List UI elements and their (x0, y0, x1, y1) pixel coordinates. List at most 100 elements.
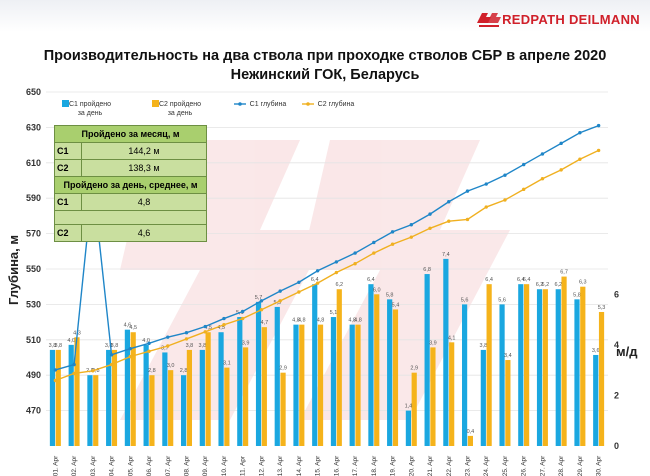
x-tick-label: 09. Apr (202, 455, 209, 476)
bar-label-c2: 4,7 (261, 320, 269, 326)
bar-c1 (368, 284, 374, 446)
bar-c2 (486, 284, 492, 446)
bar-c1 (593, 354, 599, 446)
point-c1-depth (372, 240, 376, 245)
bar-label-c1: 3,8 (199, 343, 207, 349)
point-c1-depth (222, 316, 226, 321)
bar-label-c1: 3,8 (480, 343, 488, 349)
legend-label: С1 пройдено (69, 100, 111, 108)
bar-label-c1: 5,6 (461, 297, 469, 303)
x-tick-label: 28. Apr (558, 455, 565, 476)
month-row-key: С1 (54, 142, 82, 160)
y-tick-label-left: 490 (26, 370, 41, 380)
x-tick-label: 23. Apr (465, 455, 472, 476)
bar-label-c1: 6,4 (367, 277, 375, 283)
x-tick-label: 26. Apr (521, 455, 528, 476)
bar-c1 (480, 349, 486, 446)
bar-c2 (168, 370, 174, 446)
bar-c1 (181, 375, 187, 446)
point-c2-depth (334, 270, 339, 275)
bar-c1 (162, 352, 168, 446)
bar-c1 (405, 410, 411, 446)
legend-swatch (62, 100, 69, 107)
point-c1-depth (334, 260, 339, 264)
bar-label-c2: 6,7 (560, 270, 568, 276)
bar-c1 (330, 317, 337, 446)
bar-c2 (524, 284, 530, 446)
y-axis-title-right: м/д (616, 344, 638, 359)
day-header: Пройдено за день, среднее, м (54, 176, 207, 194)
bar-c2 (505, 360, 511, 446)
bar-label-c1: 3,6 (592, 348, 600, 354)
point-c2-depth (540, 177, 545, 181)
bar-label-c2: 3,8 (186, 343, 194, 349)
point-c2-depth (503, 198, 507, 202)
legend-label: С1 глубина (250, 100, 287, 108)
bar-label-c1: 6,2 (554, 282, 562, 288)
point-c1-depth (559, 141, 563, 146)
bar-c2 (336, 289, 342, 446)
bar-c2 (542, 289, 548, 446)
x-tick-label: 04. Apr (109, 455, 116, 476)
point-c1-depth (72, 362, 76, 367)
legend-label: С2 глубина (318, 100, 355, 108)
line-c2-depth (55, 149, 599, 382)
legend-label: С2 пройдено (159, 100, 201, 108)
bar-label-c1: 6,4 (517, 277, 525, 283)
legend-swatch (238, 102, 242, 106)
bar-label-c2: 4,8 (354, 318, 362, 324)
bar-label-c2: 4,5 (129, 325, 137, 331)
bar-label-c1: 4,0 (67, 338, 75, 344)
x-tick-label: 07. Apr (165, 455, 172, 476)
bar-label-c1: 4,8 (292, 318, 300, 324)
month-row-value: 144,2 м (81, 142, 207, 160)
bar-label-c2: 3,8 (54, 343, 62, 349)
point-c1-depth (128, 346, 132, 351)
bar-c1 (199, 349, 205, 446)
y-tick-label-right: 4 (614, 340, 619, 350)
x-tick-label: 01. Apr (52, 455, 59, 476)
bar-c1 (143, 344, 149, 446)
bar-c2 (186, 349, 192, 446)
bar-c1 (574, 299, 580, 446)
point-c2-depth (184, 337, 189, 341)
stats-spacer (54, 210, 207, 225)
legend-swatch (152, 100, 159, 107)
point-c1-depth (203, 324, 207, 329)
point-c1-depth (278, 289, 282, 293)
x-tick-label: 29. Apr (577, 455, 584, 476)
bar-label-c1: 2,8 (180, 368, 188, 374)
bar-label-c2: 6,4 (523, 277, 531, 283)
point-c2-depth (259, 308, 264, 312)
bar-label-c2: 6,0 (373, 287, 381, 293)
day-row-key: С2 (54, 224, 82, 242)
x-tick-label: 22. Apr (446, 455, 453, 476)
chart-title-line-2: Нежинский ГОК, Беларусь (230, 67, 420, 83)
redpath-logo-icon (477, 13, 502, 27)
bar-label-c1: 1,4 (405, 404, 413, 410)
x-tick-label: 14. Apr (296, 455, 303, 476)
point-c2-depth (596, 148, 601, 153)
bar-label-c2: 4,8 (317, 318, 325, 324)
point-c2-depth (166, 344, 170, 348)
bar-label-c2: 0,4 (467, 429, 475, 435)
bar-c2 (243, 347, 249, 446)
x-tick-label: 15. Apr (315, 455, 322, 476)
x-tick-label: 19. Apr (390, 455, 397, 476)
bar-label-c1: 3,8 (49, 343, 57, 349)
point-c1-depth (390, 230, 395, 234)
bar-c1 (536, 289, 543, 446)
bar-label-c2: 2,8 (148, 368, 156, 374)
bar-c1 (555, 289, 561, 446)
bar-c2 (411, 372, 417, 446)
point-c1-depth (109, 353, 114, 357)
point-c2-depth (53, 378, 58, 383)
x-tick-label: 05. Apr (127, 455, 134, 476)
bar-label-c2: 5,3 (598, 305, 606, 311)
bar-c2 (261, 327, 267, 446)
bar-c2 (111, 349, 118, 446)
bar-label-c2: 6,3 (579, 280, 587, 286)
point-c2-depth (91, 369, 95, 373)
point-c2-depth (72, 371, 76, 376)
bar-c1 (124, 329, 130, 446)
